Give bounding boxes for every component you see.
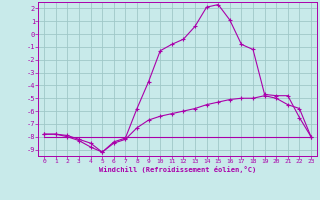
- X-axis label: Windchill (Refroidissement éolien,°C): Windchill (Refroidissement éolien,°C): [99, 166, 256, 173]
